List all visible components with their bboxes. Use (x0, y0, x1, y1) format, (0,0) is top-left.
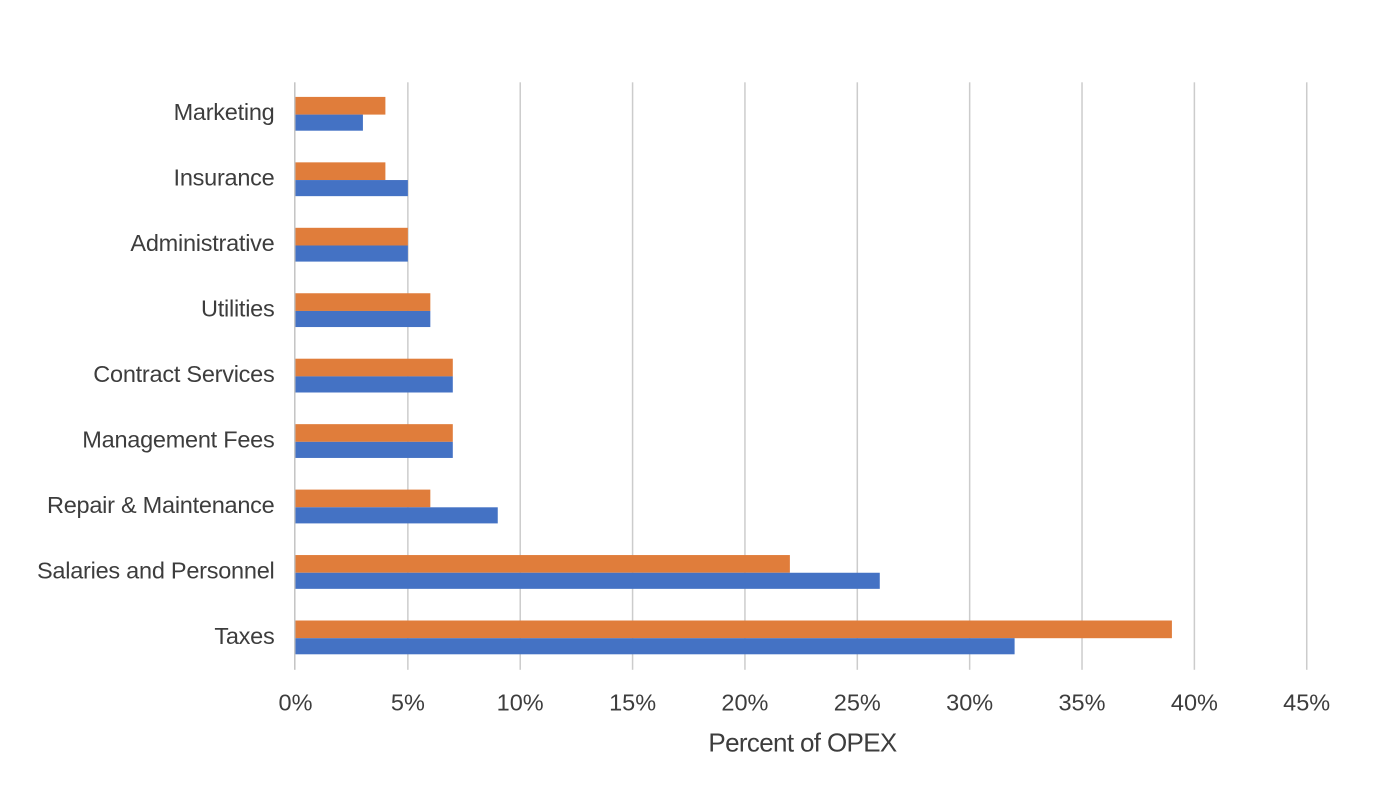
svg-text:35%: 35% (1058, 690, 1105, 716)
svg-text:10%: 10% (497, 690, 544, 716)
svg-text:45%: 45% (1283, 690, 1330, 716)
svg-text:Administrative: Administrative (130, 230, 274, 256)
svg-text:Utilities: Utilities (201, 296, 274, 322)
svg-text:25%: 25% (834, 690, 881, 716)
svg-text:0%: 0% (279, 690, 313, 716)
svg-text:5%: 5% (391, 690, 425, 716)
svg-text:Contract Services: Contract Services (93, 361, 274, 387)
svg-text:Insurance: Insurance (174, 165, 275, 191)
svg-text:Management Fees: Management Fees (82, 426, 274, 452)
svg-text:20%: 20% (721, 690, 768, 716)
svg-text:Percent of OPEX: Percent of OPEX (708, 728, 897, 758)
svg-text:15%: 15% (609, 690, 656, 716)
svg-text:Taxes: Taxes (214, 623, 274, 649)
svg-text:30%: 30% (946, 690, 993, 716)
svg-text:Marketing: Marketing (174, 99, 275, 125)
svg-text:Repair & Maintenance: Repair & Maintenance (47, 492, 275, 518)
svg-text:Salaries and Personnel: Salaries and Personnel (37, 557, 275, 583)
svg-text:40%: 40% (1171, 690, 1218, 716)
